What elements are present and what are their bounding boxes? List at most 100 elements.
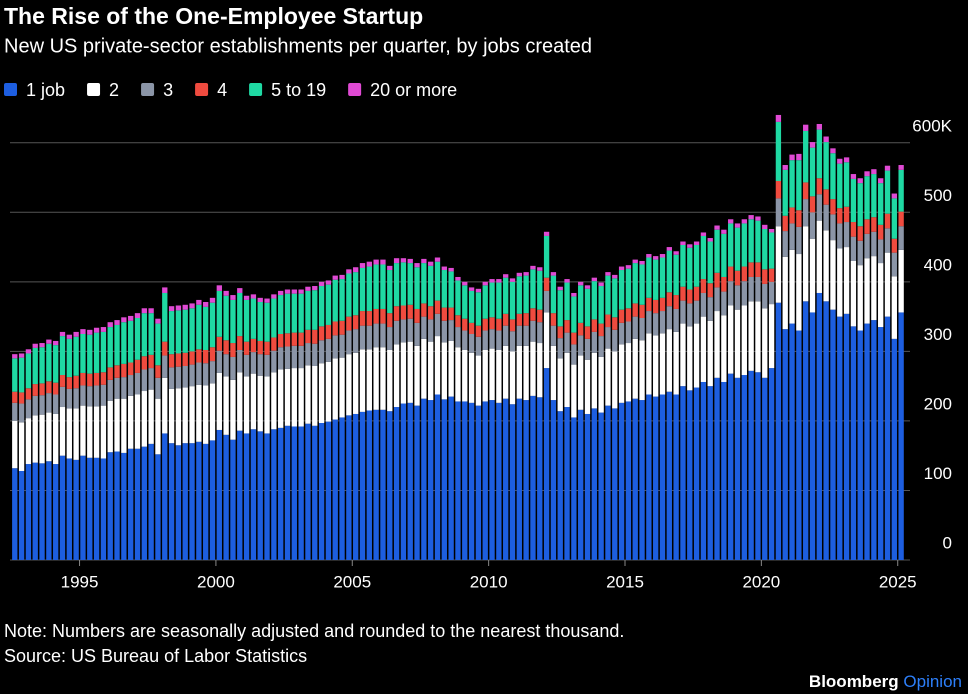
bar-segment (605, 348, 611, 406)
bar-segment (155, 318, 161, 324)
bar-segment (734, 270, 741, 286)
bar-segment (734, 223, 741, 228)
bar-segment (32, 384, 38, 396)
bar-segment (53, 345, 59, 383)
brand-sub: Opinion (903, 672, 962, 691)
bar-segment (93, 327, 100, 333)
bar-segment (25, 349, 32, 354)
bar-segment (380, 409, 386, 560)
bar-segment (128, 315, 134, 321)
bar-segment (625, 321, 632, 344)
bar-segment (898, 211, 904, 227)
bar-segment (87, 457, 93, 560)
bar-segment (571, 417, 577, 560)
bar-segment (257, 297, 263, 303)
bar-segment (162, 341, 168, 356)
bar-segment (80, 334, 86, 373)
bar-segment (475, 292, 482, 326)
bar-segment (571, 332, 577, 345)
bar-segment (237, 430, 243, 560)
bar-segment (264, 433, 270, 560)
bar-segment (728, 223, 734, 267)
bar-segment (332, 335, 338, 359)
bar-segment (475, 405, 482, 560)
bar-segment (598, 356, 604, 413)
bar-segment (843, 206, 850, 223)
bar-segment (830, 148, 836, 154)
bar-segment (741, 266, 747, 282)
bar-segment (789, 249, 795, 324)
bar-segment (59, 386, 66, 408)
bar-segment (530, 265, 536, 270)
bar-segment (543, 368, 550, 560)
bar-segment (748, 262, 754, 277)
bar-segment (12, 402, 18, 421)
bar-segment (87, 334, 93, 374)
bar-segment (557, 326, 563, 339)
bar-segment (509, 404, 516, 560)
bar-segment (612, 329, 618, 352)
bar-segment (284, 333, 291, 347)
bar-segment (128, 320, 134, 363)
bar-segment (148, 443, 154, 560)
bar-segment (346, 316, 352, 331)
bar-segment (168, 311, 175, 355)
bar-segment (687, 390, 693, 560)
bar-segment (393, 258, 400, 264)
bar-segment (489, 317, 495, 330)
bar-segment (543, 312, 550, 369)
bar-segment (898, 249, 904, 313)
bar-segment (523, 345, 529, 401)
bar-segment (884, 170, 891, 214)
bar-segment (687, 247, 693, 290)
bar-segment (100, 331, 107, 373)
bar-segment (230, 439, 236, 560)
bar-segment (659, 333, 666, 395)
bar-segment (673, 254, 679, 296)
bar-segment (768, 232, 775, 269)
bar-segment (46, 412, 52, 462)
bar-segment (755, 301, 761, 373)
y-tick-label: 400 (924, 255, 952, 274)
bar-segment (625, 343, 632, 402)
bar-segment (18, 470, 25, 560)
bar-segment (39, 343, 45, 348)
bar-segment (673, 394, 679, 560)
bar-segment (734, 227, 741, 271)
bar-segment (237, 288, 243, 293)
bar-segment (707, 320, 713, 387)
bar-segment (359, 411, 366, 560)
bar-segment (46, 393, 52, 413)
bar-segment (318, 286, 325, 327)
bar-segment (673, 308, 679, 332)
bar-segment (168, 306, 175, 312)
bar-segment (823, 301, 829, 560)
bar-segment (237, 349, 243, 373)
bar-segment (530, 269, 536, 309)
bar-segment (537, 270, 543, 310)
bar-segment (332, 358, 338, 420)
legend-swatch (249, 83, 263, 96)
bar-segment (857, 178, 863, 184)
bar-segment (271, 350, 277, 373)
bar-segment (857, 265, 863, 331)
bar-segment (809, 147, 816, 197)
bar-segment (366, 311, 372, 326)
bar-segment (850, 326, 857, 560)
legend-label: 2 (109, 80, 119, 100)
bar-segment (496, 330, 502, 350)
bar-segment (209, 302, 216, 348)
bar-segment (380, 264, 386, 309)
bar-segment (359, 267, 366, 312)
bar-segment (482, 285, 488, 319)
bar-segment (448, 307, 454, 321)
bar-segment (400, 258, 407, 263)
bar-segment (537, 343, 543, 398)
bar-segment (373, 323, 379, 348)
bar-segment (189, 364, 195, 387)
bar-segment (728, 305, 734, 374)
bar-segment (46, 339, 52, 344)
bar-segment (468, 352, 475, 403)
bar-segment (762, 308, 768, 378)
